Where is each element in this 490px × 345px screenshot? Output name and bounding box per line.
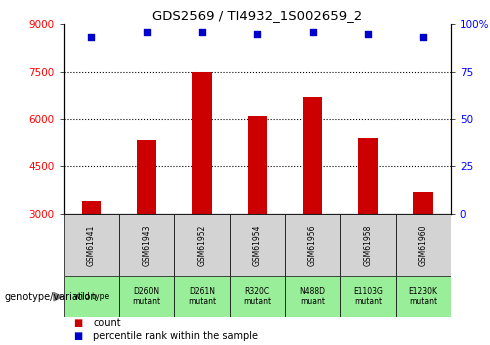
Bar (230, 214, 285, 276)
Bar (340, 214, 395, 276)
Point (253, 31, 261, 37)
Bar (64, 214, 119, 276)
Text: genotype/variation: genotype/variation (5, 292, 98, 302)
Bar (285, 276, 340, 317)
Text: GSM61941: GSM61941 (87, 224, 96, 266)
Point (419, 35, 427, 40)
Bar (82, 201, 101, 214)
Bar (230, 276, 285, 317)
Bar (395, 276, 451, 317)
Text: GSM61960: GSM61960 (418, 224, 428, 266)
Text: GSM61943: GSM61943 (142, 224, 151, 266)
Text: GSM61954: GSM61954 (253, 224, 262, 266)
Point (364, 31, 372, 37)
Bar (285, 214, 340, 276)
Bar (192, 72, 212, 214)
Title: GDS2569 / TI4932_1S002659_2: GDS2569 / TI4932_1S002659_2 (152, 9, 363, 22)
Text: R320C
mutant: R320C mutant (243, 287, 271, 306)
Bar (174, 214, 230, 276)
Text: D260N
mutant: D260N mutant (133, 287, 161, 306)
Bar (358, 138, 377, 214)
Polygon shape (54, 293, 63, 301)
Point (87, 35, 95, 40)
Text: E1230K
mutant: E1230K mutant (409, 287, 438, 306)
Point (309, 29, 317, 34)
Text: E1103G
mutant: E1103G mutant (353, 287, 383, 306)
Text: percentile rank within the sample: percentile rank within the sample (93, 331, 258, 341)
Bar (137, 140, 156, 214)
Bar (174, 276, 230, 317)
Text: GSM61958: GSM61958 (364, 224, 372, 266)
Bar (119, 214, 174, 276)
Text: count: count (93, 318, 121, 328)
Bar (414, 192, 433, 214)
Bar (119, 276, 174, 317)
Text: wild type: wild type (74, 292, 109, 301)
Text: GSM61956: GSM61956 (308, 224, 317, 266)
Bar (303, 97, 322, 214)
Bar (247, 116, 267, 214)
Text: ■: ■ (74, 331, 83, 341)
Point (143, 29, 150, 34)
Point (198, 29, 206, 34)
Text: ■: ■ (74, 318, 83, 328)
Bar (64, 276, 119, 317)
Text: D261N
mutant: D261N mutant (188, 287, 216, 306)
Bar (340, 276, 395, 317)
Bar (395, 214, 451, 276)
Text: GSM61952: GSM61952 (197, 224, 206, 266)
Text: N488D
muant: N488D muant (299, 287, 325, 306)
